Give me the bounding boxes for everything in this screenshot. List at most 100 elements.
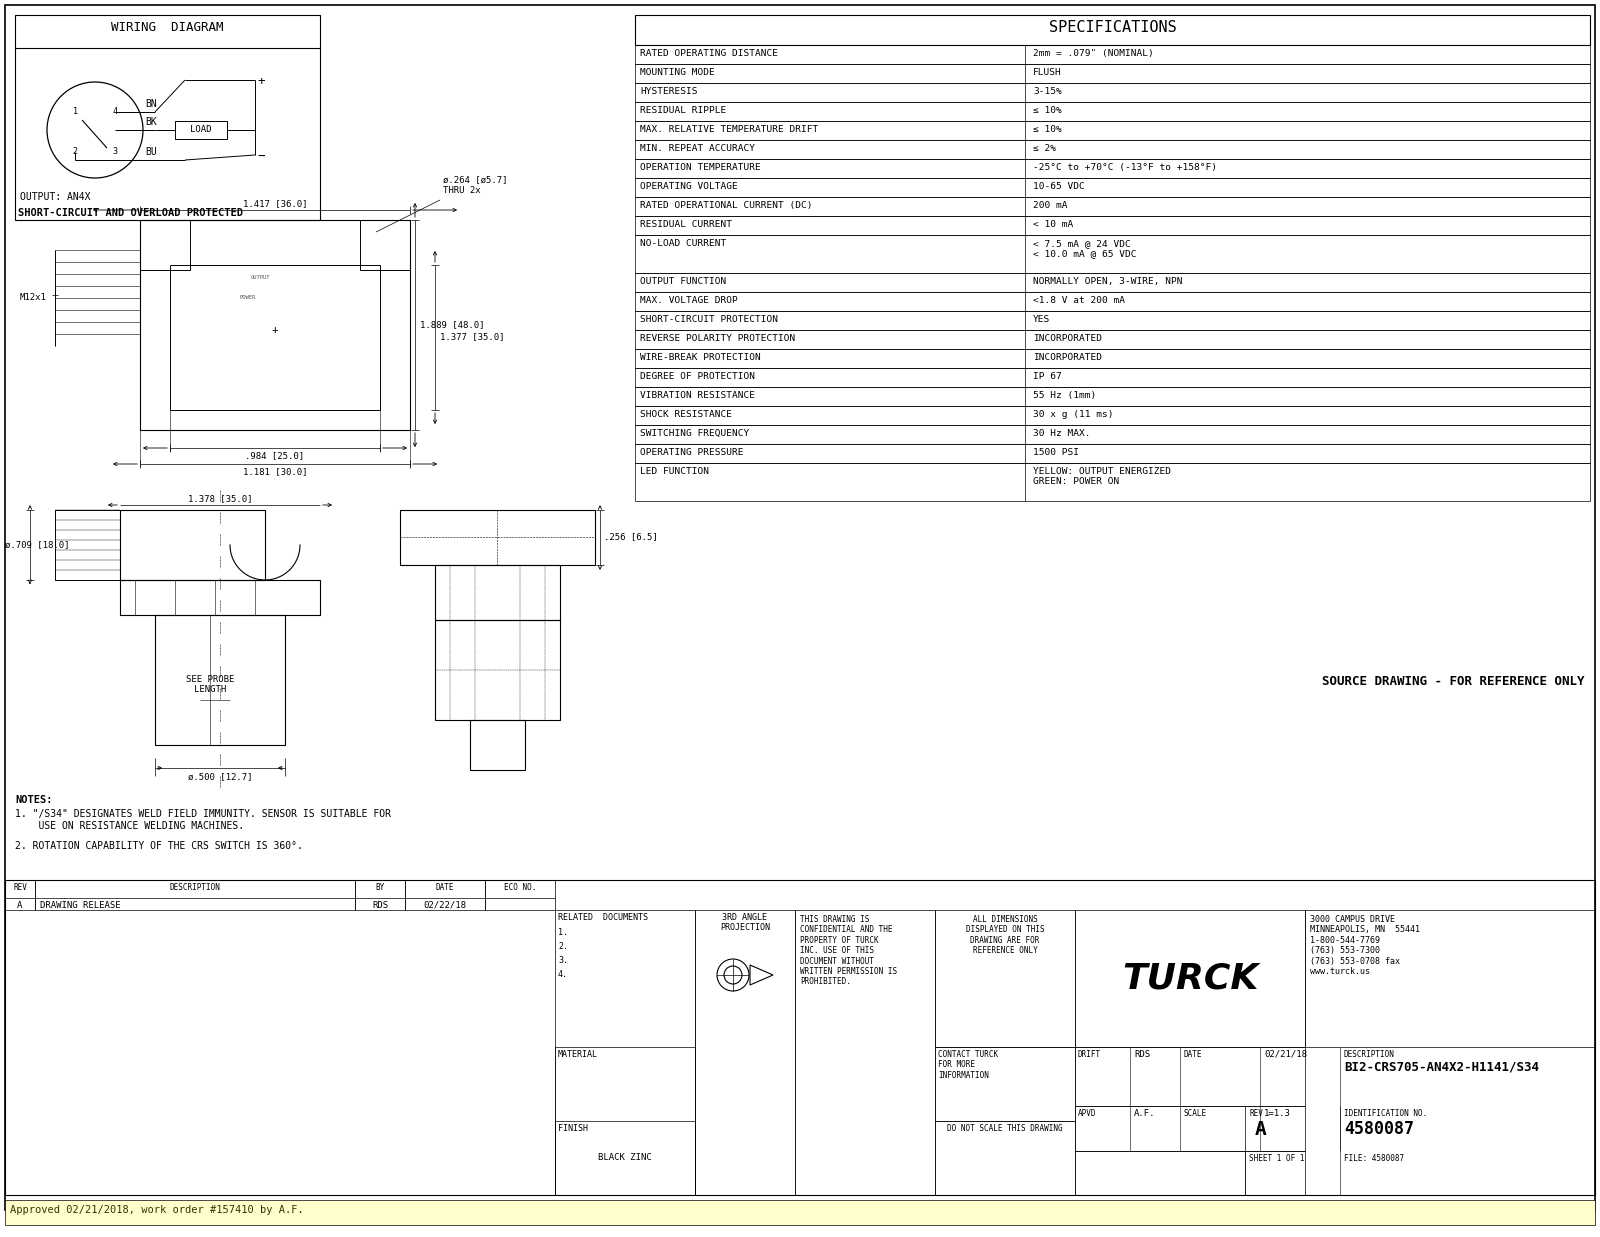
- Bar: [485, 880, 555, 910]
- Text: THIS DRAWING IS
CONFIDENTIAL AND THE
PROPERTY OF TURCK
INC. USE OF THIS
DOCUMENT: THIS DRAWING IS CONFIDENTIAL AND THE PRO…: [800, 915, 898, 986]
- Text: 02/21/18: 02/21/18: [1264, 1050, 1307, 1059]
- Text: 3: 3: [112, 147, 117, 157]
- Text: ø.500 [12.7]: ø.500 [12.7]: [187, 772, 253, 781]
- Text: TURCK: TURCK: [1122, 961, 1258, 996]
- Bar: [635, 463, 1590, 501]
- Text: SHORT-CIRCUIT AND OVERLOAD PROTECTED: SHORT-CIRCUIT AND OVERLOAD PROTECTED: [18, 208, 243, 218]
- Text: SCALE: SCALE: [1182, 1110, 1206, 1118]
- Text: 1=1.3: 1=1.3: [1264, 1110, 1291, 1118]
- Text: <1.8 V at 200 mA: <1.8 V at 200 mA: [1034, 296, 1125, 306]
- Bar: [795, 910, 934, 1195]
- Bar: [635, 349, 1590, 367]
- Bar: [174, 121, 227, 139]
- Text: RELATED  DOCUMENTS: RELATED DOCUMENTS: [558, 913, 648, 922]
- Text: SHEET 1 OF 1: SHEET 1 OF 1: [1250, 1154, 1304, 1163]
- Circle shape: [232, 277, 248, 293]
- Text: SWITCHING FREQUENCY: SWITCHING FREQUENCY: [640, 429, 749, 438]
- Circle shape: [240, 294, 310, 365]
- Text: IP 67: IP 67: [1034, 372, 1062, 381]
- Bar: [405, 880, 485, 910]
- Bar: [400, 510, 595, 565]
- Text: ALL DIMENSIONS
DISPLAYED ON THIS
DRAWING ARE FOR
REFERENCE ONLY: ALL DIMENSIONS DISPLAYED ON THIS DRAWING…: [966, 915, 1045, 955]
- Text: REVERSE POLARITY PROTECTION: REVERSE POLARITY PROTECTION: [640, 334, 795, 343]
- Text: 1: 1: [72, 108, 77, 116]
- Text: 4580087: 4580087: [1344, 1119, 1414, 1138]
- Bar: [635, 121, 1590, 140]
- Text: INCORPORATED: INCORPORATED: [1034, 353, 1102, 362]
- Text: OUTPUT: AN4X: OUTPUT: AN4X: [19, 192, 91, 202]
- Text: BLACK ZINC: BLACK ZINC: [598, 1153, 651, 1163]
- Text: +: +: [272, 325, 278, 335]
- Circle shape: [67, 104, 83, 120]
- Text: DO NOT SCALE THIS DRAWING: DO NOT SCALE THIS DRAWING: [947, 1124, 1062, 1133]
- Bar: [1075, 1150, 1306, 1195]
- Bar: [635, 83, 1590, 101]
- Text: 1.377 [35.0]: 1.377 [35.0]: [440, 333, 504, 341]
- Bar: [635, 235, 1590, 273]
- Bar: [1306, 910, 1595, 1047]
- Text: LED FUNCTION: LED FUNCTION: [640, 468, 709, 476]
- Bar: [635, 45, 1590, 64]
- Text: VIBRATION RESISTANCE: VIBRATION RESISTANCE: [640, 391, 755, 400]
- Text: 1.181 [30.0]: 1.181 [30.0]: [243, 468, 307, 476]
- Text: -25°C to +70°C (-13°F to +158°F): -25°C to +70°C (-13°F to +158°F): [1034, 163, 1218, 172]
- Text: MAX. VOLTAGE DROP: MAX. VOLTAGE DROP: [640, 296, 738, 306]
- Bar: [934, 1121, 1075, 1195]
- Bar: [694, 910, 795, 1195]
- Bar: [170, 265, 381, 409]
- Bar: [635, 140, 1590, 160]
- Bar: [54, 510, 120, 580]
- Text: DATE: DATE: [1182, 1050, 1202, 1059]
- Text: ≤ 2%: ≤ 2%: [1034, 143, 1056, 153]
- Text: .984 [25.0]: .984 [25.0]: [245, 452, 304, 460]
- Text: USE ON RESISTANCE WELDING MACHINES.: USE ON RESISTANCE WELDING MACHINES.: [14, 821, 245, 831]
- Text: 1. "/S34" DESIGNATES WELD FIELD IMMUNITY. SENSOR IS SUITABLE FOR: 1. "/S34" DESIGNATES WELD FIELD IMMUNITY…: [14, 809, 390, 819]
- Bar: [934, 1047, 1075, 1121]
- Text: 1.378 [35.0]: 1.378 [35.0]: [187, 494, 253, 503]
- Bar: [5, 1200, 1595, 1225]
- Text: 200 mA: 200 mA: [1034, 200, 1067, 210]
- Text: RESIDUAL RIPPLE: RESIDUAL RIPPLE: [640, 106, 726, 115]
- Text: A.F.: A.F.: [1134, 1110, 1155, 1118]
- Text: DRIFT: DRIFT: [1078, 1050, 1101, 1059]
- Text: ø.709 [18.0]: ø.709 [18.0]: [5, 541, 69, 549]
- Text: MIN. REPEAT ACCURACY: MIN. REPEAT ACCURACY: [640, 143, 755, 153]
- Text: LOAD: LOAD: [190, 125, 211, 135]
- Bar: [635, 292, 1590, 310]
- Text: OUTPUT: OUTPUT: [250, 275, 270, 280]
- Text: FILE: 4580087: FILE: 4580087: [1344, 1154, 1405, 1163]
- Text: 30 Hz MAX.: 30 Hz MAX.: [1034, 429, 1091, 438]
- Text: YES: YES: [1034, 315, 1050, 324]
- Bar: [635, 387, 1590, 406]
- Text: CONTACT TURCK
FOR MORE
INFORMATION: CONTACT TURCK FOR MORE INFORMATION: [938, 1050, 998, 1080]
- Circle shape: [154, 234, 176, 256]
- Text: REV: REV: [13, 883, 27, 892]
- Text: 1.: 1.: [558, 928, 568, 936]
- Text: DRAWING RELEASE: DRAWING RELEASE: [40, 901, 120, 910]
- Bar: [435, 565, 560, 620]
- Bar: [1075, 910, 1306, 1047]
- Text: < 7.5 mA @ 24 VDC
< 10.0 mA @ 65 VDC: < 7.5 mA @ 24 VDC < 10.0 mA @ 65 VDC: [1034, 239, 1136, 259]
- Text: APVD: APVD: [1078, 1110, 1096, 1118]
- Text: 4.: 4.: [558, 970, 568, 978]
- Text: RESIDUAL CURRENT: RESIDUAL CURRENT: [640, 220, 733, 229]
- Text: 3RD ANGLE
PROJECTION: 3RD ANGLE PROJECTION: [720, 913, 770, 933]
- Text: RDS: RDS: [371, 901, 389, 910]
- Text: 55 Hz (1mm): 55 Hz (1mm): [1034, 391, 1096, 400]
- Text: ≤ 10%: ≤ 10%: [1034, 125, 1062, 134]
- Text: DATE: DATE: [435, 883, 454, 892]
- Text: SOURCE DRAWING - FOR REFERENCE ONLY: SOURCE DRAWING - FOR REFERENCE ONLY: [1323, 675, 1586, 688]
- Text: REV: REV: [1250, 1110, 1262, 1118]
- Bar: [635, 406, 1590, 426]
- Text: NORMALLY OPEN, 3-WIRE, NPN: NORMALLY OPEN, 3-WIRE, NPN: [1034, 277, 1182, 286]
- Bar: [555, 1047, 694, 1195]
- Bar: [635, 160, 1590, 178]
- Text: FLUSH: FLUSH: [1034, 68, 1062, 77]
- Text: RDS: RDS: [1134, 1050, 1150, 1059]
- Text: 2mm = .079" (NOMINAL): 2mm = .079" (NOMINAL): [1034, 49, 1154, 58]
- Text: SEE PROBE
LENGTH: SEE PROBE LENGTH: [186, 675, 234, 694]
- Bar: [120, 580, 320, 615]
- Bar: [934, 910, 1075, 1047]
- Text: DESCRIPTION: DESCRIPTION: [170, 883, 221, 892]
- Bar: [635, 367, 1590, 387]
